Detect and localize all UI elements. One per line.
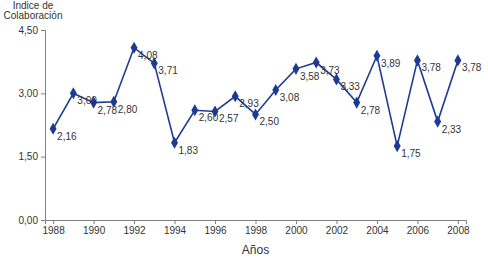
marker [272,84,279,96]
x-tick-mark [53,220,54,224]
data-label: 2,78 [98,105,118,116]
y-tick: 4,50 [19,25,45,36]
y-axis: 0,00 1,50 3,00 4,50 [19,25,46,226]
x-tick: 2004 [366,220,389,236]
marker [191,104,198,116]
x-axis-title: Años [242,243,269,257]
x-tick-label: 1992 [123,225,146,236]
y-tick: 3,00 [19,88,45,99]
x-axis-line [46,221,467,225]
data-label: 3,78 [421,62,441,73]
y-axis-title: Indice deColaboración [4,0,63,21]
chart: 0,00 1,50 3,00 4,50 1988 1990 1992 1994 1996 1998… [0,0,488,259]
y-tick-mark [41,157,45,158]
x-tick-mark [175,220,176,224]
data-label: 3,71 [158,65,178,76]
x-tick-label: 2000 [285,225,308,236]
data-label: 2,16 [57,131,77,142]
marker [313,56,320,68]
x-tick-label: 2004 [366,225,389,236]
x-tick-label: 1996 [204,225,227,236]
data-label: 3,89 [381,58,401,69]
x-tick-label: 1994 [164,225,187,236]
line [53,48,458,146]
data-label: 3,78 [462,62,482,73]
x-tick-mark [94,220,95,224]
marker [434,116,441,128]
data-label: 2,57 [219,113,239,124]
data-label: 3,33 [340,81,360,92]
y-tick-mark [41,93,45,94]
x-tick: 2000 [285,220,308,236]
x-tick: 1996 [204,220,227,236]
y-tick-mark [41,30,45,31]
x-tick: 1990 [83,220,106,236]
data-label: 3,58 [300,71,320,82]
marker [171,137,178,149]
x-tick: 1998 [245,220,268,236]
x-tick-mark [256,220,257,224]
marker [414,54,421,66]
data-label: 2,60 [199,112,219,123]
marker [50,123,57,135]
x-tick-label: 2008 [447,225,470,236]
x-tick-mark [336,220,337,224]
x-tick-mark [215,220,216,224]
data-label: 2,80 [118,104,138,115]
data-label: 3,73 [320,65,340,76]
x-tick: 2008 [447,220,470,236]
data-label: 2,50 [260,116,280,127]
data-label: 1,83 [179,145,199,156]
x-tick-mark [458,220,459,224]
plot: 0,00 1,50 3,00 4,50 1988 1990 1992 1994 1996 1998… [19,25,482,236]
x-tick: 2006 [407,220,430,236]
y-axis-line [41,31,46,221]
x-tick: 1994 [164,220,187,236]
data-label: 2,93 [239,98,259,109]
data-label: 2,33 [442,124,462,135]
y-tick-label: 0,00 [19,215,39,226]
x-tick-mark [134,220,135,224]
x-tick-label: 1998 [245,225,268,236]
x-tick-mark [296,220,297,224]
x-axis: 1988 1990 1992 1994 1996 1998 2000 2002 2004 2006… [42,220,469,236]
data-labels: 2,163,002,782,804,083,711,832,602,572,93… [57,50,482,159]
x-tick-mark [417,220,418,224]
x-tick-label: 1988 [42,225,65,236]
x-tick: 2002 [326,220,349,236]
x-tick: 1992 [123,220,146,236]
marker [232,90,239,102]
x-tick-label: 2002 [326,225,349,236]
marker [70,87,77,99]
series [50,42,462,152]
marker [131,42,138,54]
data-label: 3,08 [280,92,300,103]
y-tick-label: 3,00 [19,88,39,99]
y-tick: 1,50 [19,151,45,162]
x-tick: 1988 [42,220,65,236]
y-tick: 0,00 [19,215,45,226]
marker [292,63,299,75]
data-label: 1,75 [401,148,421,159]
marker [373,50,380,62]
marker [252,108,259,120]
x-tick-label: 1990 [83,225,106,236]
y-tick-label: 4,50 [19,25,39,36]
marker [454,54,461,66]
marker [353,97,360,109]
data-label: 4,08 [138,50,158,61]
y-tick-mark [41,220,45,221]
x-tick-mark [377,220,378,224]
data-label: 3,00 [77,95,97,106]
y-tick-label: 1,50 [19,151,39,162]
x-tick-label: 2006 [407,225,430,236]
marker [394,140,401,152]
data-label: 2,78 [361,105,381,116]
